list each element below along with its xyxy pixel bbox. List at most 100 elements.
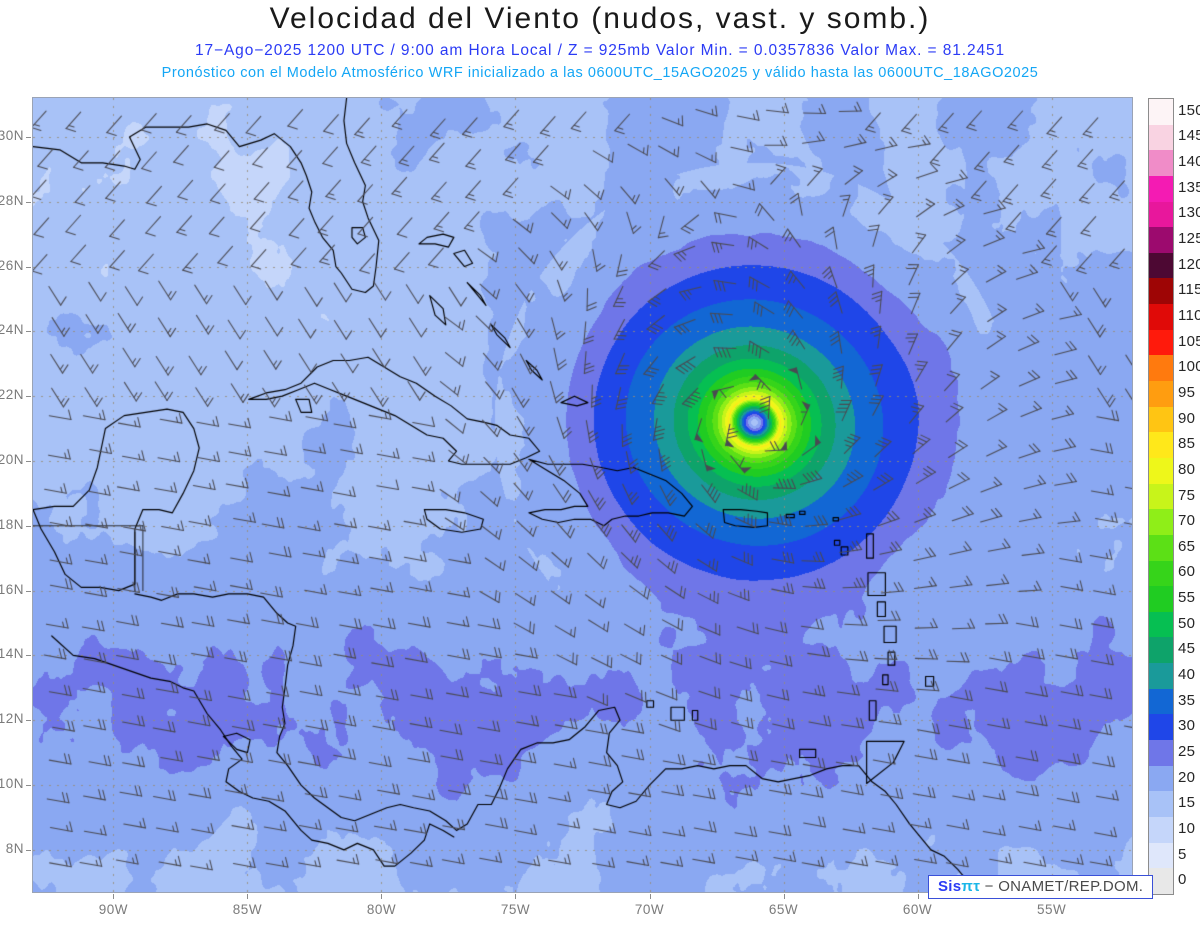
colorbar-tick-label: 60 [1178, 563, 1196, 581]
latitude-tick-label: 28N [0, 192, 24, 208]
colorbar-tick-label: 15 [1178, 794, 1196, 812]
colorbar-swatch [1149, 765, 1173, 792]
colorbar-tick-label: 55 [1178, 589, 1196, 607]
colorbar-tick-label: 105 [1178, 332, 1200, 350]
colorbar-swatch [1149, 381, 1173, 407]
latitude-tick-mark [26, 849, 31, 851]
colorbar-tick-label: 130 [1178, 204, 1200, 222]
longitude-tick-mark [247, 894, 249, 899]
watermark-separator: − [980, 878, 999, 895]
colorbar-tick-label: 35 [1178, 691, 1196, 709]
latitude-tick-label: 16N [0, 581, 24, 597]
colorbar-swatch [1149, 227, 1173, 253]
colorbar-tick-label: 125 [1178, 230, 1200, 248]
colorbar-tick-label: 85 [1178, 435, 1196, 453]
colorbar-tick-label: 100 [1178, 358, 1200, 376]
latitude-tick-label: 12N [0, 711, 24, 727]
latitude-tick-label: 22N [0, 387, 24, 403]
latitude-tick-label: 10N [0, 776, 24, 792]
colorbar-tick-label: 135 [1178, 178, 1200, 196]
colorbar-swatch [1149, 816, 1173, 843]
colorbar-swatch [1149, 252, 1173, 279]
latitude-tick-label: 8N [5, 840, 24, 856]
longitude-tick-mark [515, 894, 517, 899]
colorbar-tick-label: 0 [1178, 871, 1187, 889]
wind-speed-map [33, 98, 1132, 892]
colorbar-swatch [1149, 509, 1173, 535]
colorbar-swatch [1149, 611, 1173, 638]
colorbar-swatch [1149, 201, 1173, 228]
colorbar-labels: 0 5 10 15 20 25 30 35 40 45 50 55 60 65 70 75 80 85 90 95 10… [1178, 98, 1200, 895]
colorbar-swatch [1149, 99, 1173, 125]
colorbar-tick-label: 140 [1178, 153, 1200, 171]
colorbar-tick-label: 80 [1178, 460, 1196, 478]
colorbar-swatch [1149, 740, 1173, 766]
longitude-tick-label: 55W [1036, 902, 1067, 917]
colorbar-tick-label: 70 [1178, 512, 1196, 530]
latitude-tick-mark [26, 396, 31, 398]
latitude-tick-mark [26, 590, 31, 592]
latitude-tick-mark [26, 720, 31, 722]
latitude-tick-mark [26, 460, 31, 462]
watermark-badge: Sisπτ − ONAMET/REP.DOM. [928, 875, 1154, 899]
colorbar[interactable] [1148, 98, 1174, 895]
colorbar-swatch [1149, 406, 1173, 433]
longitude-tick-label: 65W [768, 902, 799, 917]
longitude-tick-label: 80W [366, 902, 397, 917]
watermark-agency: ONAMET/REP.DOM. [998, 878, 1144, 895]
colorbar-tick-label: 5 [1178, 845, 1187, 863]
latitude-tick-label: 24N [0, 322, 24, 338]
colorbar-tick-label: 40 [1178, 666, 1196, 684]
longitude-tick-mark [917, 894, 919, 899]
longitude-tick-mark [649, 894, 651, 899]
colorbar-swatch [1149, 483, 1173, 510]
latitude-tick-label: 20N [0, 451, 24, 467]
colorbar-tick-label: 90 [1178, 409, 1196, 427]
forecast-meta-line: 17−Ago−2025 1200 UTC / 9:00 am Hora Loca… [194, 42, 1006, 59]
colorbar-tick-label: 110 [1178, 306, 1200, 324]
colorbar-swatch [1149, 175, 1173, 202]
colorbar-swatch [1149, 124, 1173, 151]
colorbar-swatch [1149, 688, 1173, 715]
longitude-tick-label: 60W [902, 902, 933, 917]
latitude-tick-label: 26N [0, 257, 24, 273]
longitude-tick-mark [783, 894, 785, 899]
colorbar-swatch [1149, 586, 1173, 612]
colorbar-tick-label: 145 [1178, 127, 1200, 145]
colorbar-swatch [1149, 560, 1173, 587]
colorbar-swatch [1149, 304, 1173, 330]
colorbar-swatch [1149, 791, 1173, 817]
model-description-line: Pronóstico con el Modelo Atmosférico WRF… [161, 65, 1039, 81]
latitude-tick-mark [26, 525, 31, 527]
colorbar-tick-label: 75 [1178, 486, 1196, 504]
page-title: Velocidad del Viento (nudos, vast. y som… [269, 2, 931, 35]
colorbar-tick-label: 65 [1178, 537, 1196, 555]
map-panel[interactable] [32, 97, 1133, 893]
colorbar-swatch [1149, 457, 1173, 484]
longitude-tick-label: 75W [500, 902, 531, 917]
colorbar-swatch [1149, 329, 1173, 356]
latitude-tick-mark [26, 266, 31, 268]
colorbar-tick-label: 20 [1178, 768, 1196, 786]
colorbar-tick-label: 115 [1178, 281, 1200, 299]
colorbar-swatch [1149, 842, 1173, 869]
colorbar-swatch [1149, 637, 1173, 664]
colorbar-swatch [1149, 355, 1173, 382]
colorbar-swatch [1149, 432, 1173, 458]
watermark-symbol-icon: πτ [961, 878, 981, 895]
longitude-tick-mark [113, 894, 115, 899]
colorbar-tick-label: 120 [1178, 255, 1200, 273]
longitude-tick-mark [381, 894, 383, 899]
latitude-tick-mark [26, 136, 31, 138]
colorbar-tick-label: 95 [1178, 383, 1196, 401]
longitude-tick-label: 90W [98, 902, 129, 917]
latitude-tick-mark [26, 201, 31, 203]
colorbar-tick-label: 45 [1178, 640, 1196, 658]
colorbar-tick-label: 50 [1178, 614, 1196, 632]
colorbar-tick-label: 25 [1178, 742, 1196, 760]
longitude-tick-label: 85W [232, 902, 263, 917]
colorbar-swatch [1149, 714, 1173, 741]
latitude-tick-mark [26, 785, 31, 787]
colorbar-swatch [1149, 150, 1173, 176]
longitude-tick-label: 70W [634, 902, 665, 917]
